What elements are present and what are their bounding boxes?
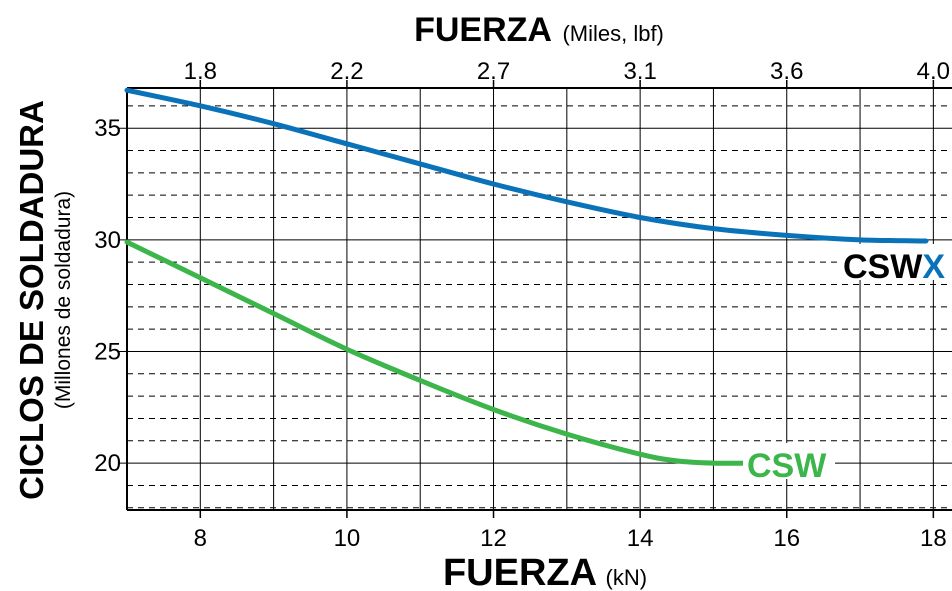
series-label-prefix: CSW xyxy=(747,447,827,485)
x-tick-label-top: 1.8 xyxy=(184,58,217,85)
series-label-cswx: CSWX xyxy=(843,248,945,286)
x-tick-label-top: 2.7 xyxy=(477,58,510,85)
x-tick-label-bottom: 16 xyxy=(773,525,800,552)
y-tick-label: 30 xyxy=(94,227,121,254)
series-label-suffix: X xyxy=(922,248,945,286)
series-label-bg-cswx xyxy=(839,244,952,280)
series-label-prefix: CSW xyxy=(843,248,923,286)
series-label-csw: CSW xyxy=(747,447,827,485)
x-tick-label-top: 2.2 xyxy=(330,58,363,85)
series-lines xyxy=(124,87,929,466)
x-tick-label-top: 3.6 xyxy=(770,58,803,85)
top-axis-title: FUERZA (Miles, lbf) xyxy=(414,11,664,49)
y-tick-label: 35 xyxy=(94,115,121,142)
x-axis-title: FUERZA (kN) xyxy=(443,552,647,591)
y-axis-subtitle: (Millones de soldadura) xyxy=(52,191,75,409)
series-label-bg-csw xyxy=(743,443,835,479)
grid xyxy=(119,80,952,518)
top-axis-title-unit: (Miles, lbf) xyxy=(562,21,663,46)
y-tick-label: 25 xyxy=(94,338,121,365)
series-line-cswx xyxy=(124,87,929,244)
x-tick-label-bottom: 12 xyxy=(480,525,507,552)
tick-labels: 8 10 12 14 16 18 1.8 2.2 2.7 3.1 3.6 4.0 20 25 30 35 xyxy=(94,58,950,552)
y-tick-label: 20 xyxy=(94,450,121,477)
x-tick-label-top: 3.1 xyxy=(623,58,656,85)
series-line-csw xyxy=(124,239,760,466)
x-tick-label-top: 4.0 xyxy=(917,58,950,85)
x-axis-title-unit: (kN) xyxy=(606,565,648,590)
x-tick-label-bottom: 18 xyxy=(920,525,947,552)
top-axis-title-bold: FUERZA xyxy=(414,11,552,49)
y-axis-title: CICLOS DE SOLDADURA xyxy=(13,100,50,500)
x-axis-title-bold: FUERZA xyxy=(443,552,597,591)
x-tick-label-bottom: 8 xyxy=(194,525,207,552)
x-tick-label-bottom: 14 xyxy=(627,525,654,552)
x-tick-label-bottom: 10 xyxy=(334,525,361,552)
